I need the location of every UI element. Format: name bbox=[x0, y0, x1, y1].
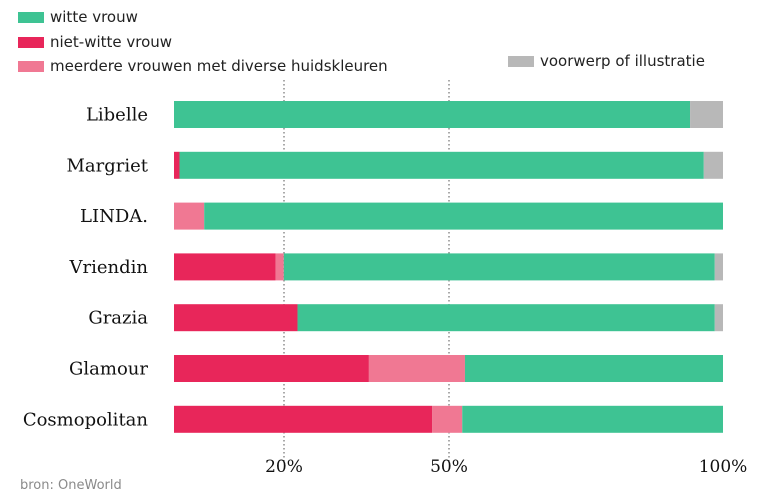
category-label-4: Grazia bbox=[88, 308, 148, 329]
legend-label-meerdere-vrouwen: meerdere vrouwen met diverse huidskleure… bbox=[50, 57, 388, 75]
legend-label-voorwerp: voorwerp of illustratie bbox=[540, 52, 705, 70]
bar-segment-1-2 bbox=[179, 151, 704, 179]
category-label-5: Glamour bbox=[69, 359, 148, 380]
bar-segment-0-3 bbox=[690, 101, 723, 128]
category-label-6: Cosmopolitan bbox=[23, 409, 149, 430]
x-tick-label-2: 100% bbox=[699, 457, 748, 477]
category-label-2: LINDA. bbox=[80, 206, 148, 227]
legend-item-voorwerp: voorwerp of illustratie bbox=[508, 52, 705, 70]
category-label-0: Libelle bbox=[86, 105, 148, 126]
bar-segment-6-0 bbox=[174, 405, 433, 433]
bar-segment-4-0 bbox=[174, 304, 298, 332]
bar-segment-6-1 bbox=[432, 405, 463, 433]
source-note: bron: OneWorld bbox=[20, 478, 122, 493]
legend-label-niet-witte-vrouw: niet-witte vrouw bbox=[50, 33, 173, 51]
x-tick-label-1: 50% bbox=[430, 457, 468, 477]
bar-segment-5-2 bbox=[464, 355, 723, 382]
legend-swatch-witte-vrouw bbox=[18, 11, 44, 23]
x-tick-label-0: 20% bbox=[265, 457, 303, 477]
bar-segment-0-2 bbox=[174, 101, 691, 128]
bar-segment-4-2 bbox=[297, 304, 715, 332]
legend-swatch-meerdere-vrouwen bbox=[18, 60, 44, 72]
bar-segment-3-0 bbox=[174, 253, 276, 281]
legend-label-witte-vrouw: witte vrouw bbox=[50, 8, 138, 26]
category-label-1: Margriet bbox=[66, 155, 148, 176]
legend-item-witte-vrouw: witte vrouw bbox=[18, 8, 138, 26]
bar-segment-1-0 bbox=[174, 151, 180, 179]
legend-item-niet-witte-vrouw: niet-witte vrouw bbox=[18, 33, 172, 51]
bar-segment-2-1 bbox=[174, 202, 205, 230]
category-label-3: Vriendin bbox=[69, 257, 149, 278]
bar-segment-6-2 bbox=[462, 405, 723, 433]
legend-item-meerdere-vrouwen: meerdere vrouwen met diverse huidskleure… bbox=[18, 57, 388, 75]
bar-segment-3-3 bbox=[714, 253, 723, 281]
legend-swatch-niet-witte-vrouw bbox=[18, 36, 44, 48]
bar-segment-4-3 bbox=[714, 304, 723, 332]
bar-segment-1-3 bbox=[703, 151, 723, 179]
legend-swatch-voorwerp bbox=[508, 55, 534, 67]
bar-segment-2-2 bbox=[204, 202, 723, 230]
bar-segment-3-2 bbox=[283, 253, 715, 281]
bar-segment-5-0 bbox=[174, 355, 369, 382]
bar-segment-5-1 bbox=[368, 355, 465, 382]
bar-segment-3-1 bbox=[275, 253, 284, 281]
